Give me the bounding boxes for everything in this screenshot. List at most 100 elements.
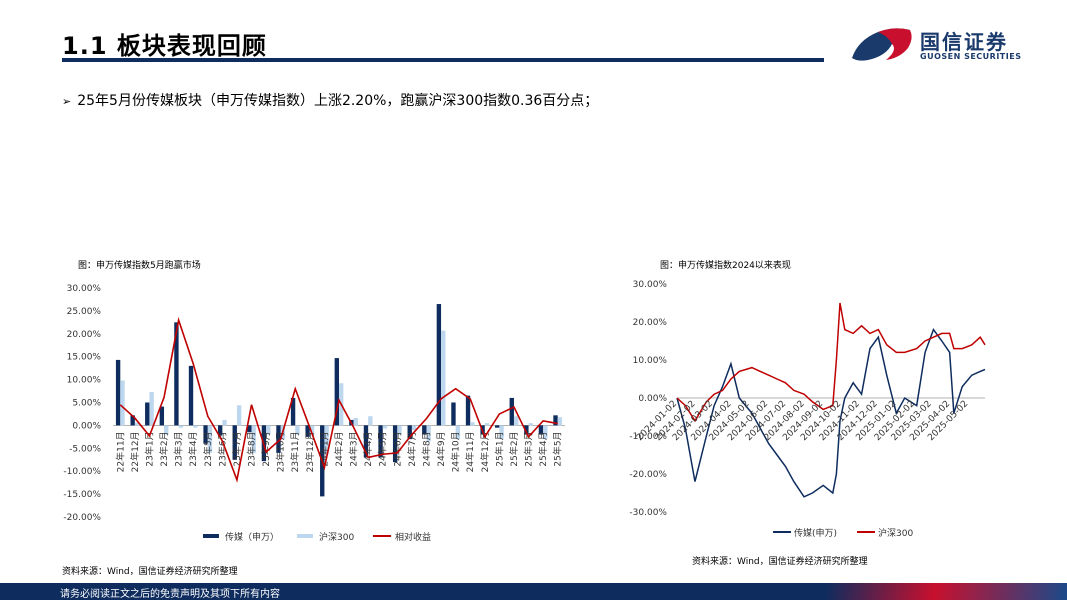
chart1-x-tick-label: 24年10月 — [450, 431, 462, 472]
chart1-bar-media — [436, 304, 442, 426]
chart1-bar-hs300 — [266, 425, 271, 435]
chart1-bar-media — [334, 358, 339, 426]
chart2-legend-label: 传媒(申万) — [794, 527, 837, 539]
chart1-bar-media — [422, 425, 427, 435]
chart1-y-tick-label: 10.00% — [67, 376, 102, 386]
chart1-bar-hs300 — [207, 425, 213, 453]
chart1-bar-hs300 — [499, 425, 504, 440]
chart1-x-tick-label: 25年4月 — [537, 431, 549, 466]
chart1-x-tick-label: 23年6月 — [216, 431, 228, 466]
chart1-bar-hs300 — [309, 425, 315, 435]
bullet-arrow-icon: ➢ — [62, 95, 72, 108]
chart1-x-tick-label: 24年7月 — [406, 431, 418, 466]
company-logo: 国信证券 GUOSEN SECURITIES — [848, 22, 1038, 68]
chart1-legend-label: 传媒（申万） — [225, 531, 279, 543]
chart1-x-tick-label: 24年3月 — [348, 431, 360, 466]
chart1-x-tick-label: 22年11月 — [114, 431, 126, 472]
chart1-bar-hs300 — [251, 425, 256, 453]
chart1-bar-hs300 — [528, 423, 533, 426]
chart1-x-tick-label: 25年3月 — [523, 431, 535, 466]
chart1-y-tick-label: 20.00% — [67, 330, 102, 340]
chart1-x-tick-label: 23年7月 — [231, 431, 243, 466]
chart1-y-tick-label: 30.00% — [67, 284, 102, 294]
chart1-x-tick-label: 24年8月 — [420, 431, 432, 466]
chart1-x-tick-label: 24年11月 — [464, 431, 476, 472]
chart1-monthly-returns: 30.00% 25.00% 20.00% 15.00% 10.00% 5.00% 0.00%… — [63, 284, 565, 543]
chart1-bar-media — [451, 402, 456, 426]
chart1-bar-hs300 — [324, 425, 329, 455]
footer-disclaimer: 请务必阅读正文之后的免责声明及其项下所有内容 — [60, 589, 280, 600]
chart1-bar-media — [115, 359, 121, 426]
chart1-bar-hs300 — [295, 425, 300, 435]
page-title: 1.1 板块表现回顾 — [62, 32, 267, 60]
chart1-x-tick-label: 23年2月 — [158, 431, 170, 466]
chart1-bar-hs300 — [411, 425, 417, 430]
chart1-bar-hs300 — [193, 425, 198, 428]
chart1-bar-media — [524, 425, 529, 435]
chart1-x-tick-label: 25年5月 — [552, 431, 564, 466]
chart2-y-tick-label: 10.00% — [633, 356, 668, 366]
chart1-bar-media — [290, 397, 296, 426]
chart1-y-tick-label: 0.00% — [72, 421, 101, 431]
chart1-bar-media — [305, 425, 310, 437]
chart1-bar-media — [130, 415, 135, 426]
chart1-bar-hs300 — [178, 425, 183, 428]
chart1-y-tick-label: 15.00% — [67, 353, 102, 363]
chart1-bar-media — [217, 425, 223, 436]
chart1-bar-media — [276, 425, 281, 453]
chart1-bar-media — [174, 322, 179, 426]
chart1-bar-media — [407, 425, 412, 440]
chart1-x-tick-label: 25年1月 — [493, 431, 505, 466]
chart1-bar-hs300 — [236, 405, 242, 426]
chart1-bar-media — [145, 402, 150, 426]
chart1-relative-line — [119, 316, 558, 483]
chart1-x-tick-label: 23年11月 — [289, 431, 301, 472]
chart1-y-tick-label: 25.00% — [67, 307, 102, 317]
chart1-x-tick-label: 24年5月 — [377, 431, 389, 466]
chart1-x-tick-label: 25年2月 — [508, 431, 520, 466]
chart1-bar-media — [553, 415, 558, 426]
chart2-y-tick-label: 0.00% — [638, 394, 667, 404]
footer-accent — [827, 583, 1067, 600]
chart1-bar-hs300 — [557, 417, 563, 426]
chart1-legend-label: 相对收益 — [395, 531, 431, 543]
chart1-x-tick-label: 23年8月 — [246, 431, 258, 466]
chart1-x-tick-label: 24年12月 — [479, 431, 491, 472]
chart1-bar-media — [247, 425, 252, 433]
chart2-legend-label: 沪深300 — [878, 527, 913, 539]
chart1-x-tick-label: 24年6月 — [391, 431, 403, 466]
summary-text: 25年5月份传媒板块（申万传媒指数）上涨2.20%，跑赢沪深300指数0.36百… — [77, 93, 599, 109]
chart1-bar-media — [465, 395, 471, 426]
chart1-legend-swatch — [297, 534, 313, 538]
chart1-bar-hs300 — [397, 425, 402, 435]
chart1-x-tick-label: 24年2月 — [333, 431, 345, 466]
chart1-y-tick-label: -15.00% — [63, 490, 101, 500]
chart1-bar-media — [363, 425, 369, 458]
chart1-x-tick-label: 23年12月 — [304, 431, 316, 472]
chart1-x-tick-label: 24年9月 — [435, 431, 447, 466]
chart1-bar-media — [188, 365, 194, 426]
chart1-legend-swatch — [203, 534, 219, 538]
chart2-y-tick-label: 30.00% — [633, 280, 668, 290]
chart1-bar-hs300 — [149, 391, 154, 426]
chart1-bar-media — [392, 425, 398, 463]
chart2-y-tick-label: 20.00% — [633, 318, 668, 328]
logo-name: 国信证券 — [920, 30, 1008, 54]
chart2-hs300-line — [676, 302, 986, 423]
chart1-bar-hs300 — [441, 330, 446, 426]
chart1-x-tick-label: 22年12月 — [129, 431, 141, 472]
chart1-bar-hs300 — [455, 425, 461, 440]
chart1-bar-media — [159, 406, 165, 426]
chart1-source: 资料来源：Wind，国信证券经济研究所整理 — [62, 567, 238, 577]
chart1-bar-hs300 — [382, 425, 388, 429]
chart1-x-tick-label: 24年4月 — [362, 431, 374, 466]
chart1-x-tick-label: 23年4月 — [187, 431, 199, 466]
chart1-y-tick-label: -20.00% — [63, 513, 101, 523]
chart2-media-line — [676, 328, 986, 498]
chart1-bar-media — [378, 425, 383, 458]
chart1-y-tick-label: -10.00% — [63, 467, 101, 477]
chart1-legend-label: 沪深300 — [319, 531, 354, 543]
chart1-bar-hs300 — [353, 418, 358, 426]
chart1-bar-media — [203, 425, 208, 444]
chart1-bar-media — [538, 425, 544, 435]
